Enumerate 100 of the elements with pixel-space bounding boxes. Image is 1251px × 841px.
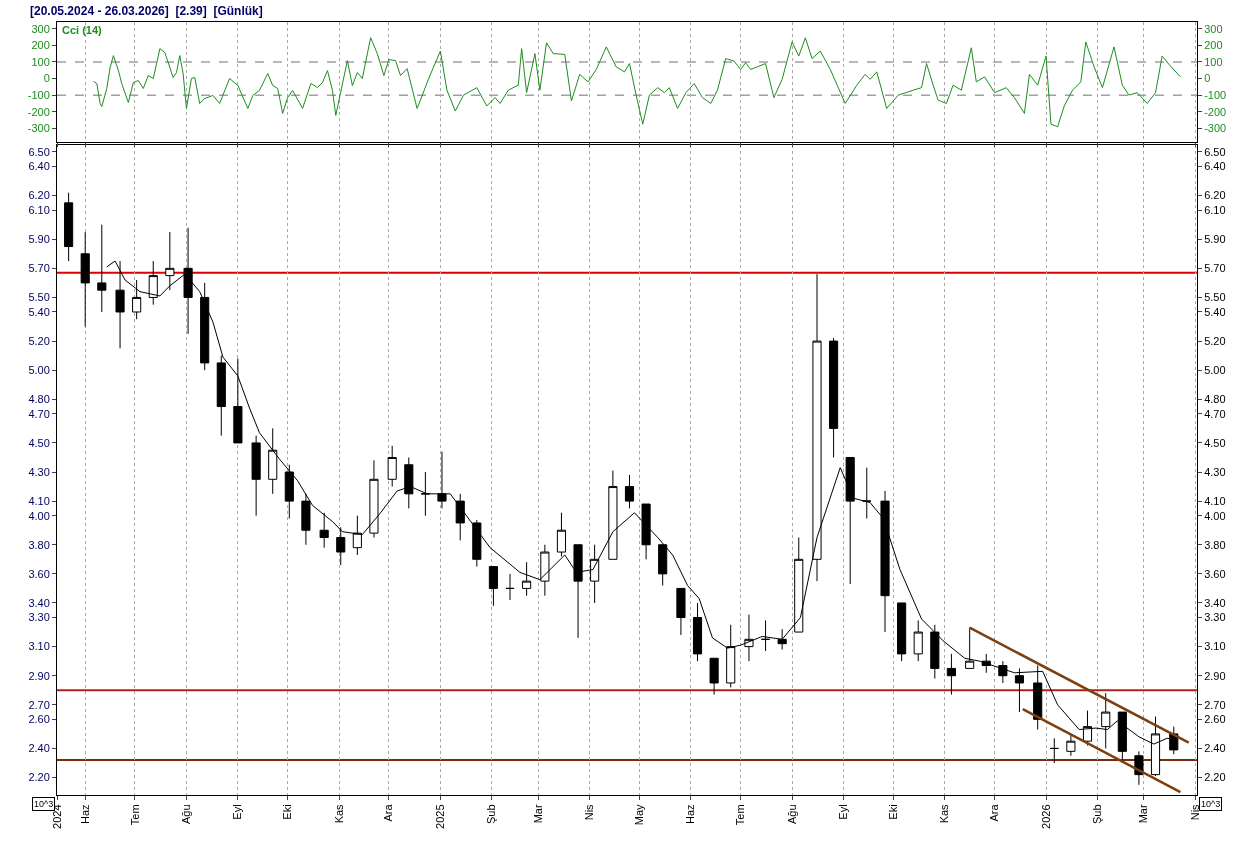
candlestick: [64, 192, 74, 262]
candlestick: [573, 544, 583, 639]
candlestick: [455, 493, 465, 541]
candlestick: [301, 493, 311, 546]
candlestick: [233, 358, 243, 444]
y2-tick-label: 3.60: [1204, 567, 1226, 580]
candlestick: [1014, 667, 1025, 713]
candlestick: [1049, 737, 1059, 764]
y-tick-label: 5.00: [28, 364, 50, 377]
y2-tick-label: 4.80: [1204, 393, 1226, 406]
x-tick-label: Şub: [485, 804, 498, 824]
y-tick-label: 6.10: [28, 204, 50, 216]
y2-tick-label: 3.40: [1204, 596, 1226, 609]
candlestick: [829, 337, 839, 458]
y-tick-label: 2.70: [28, 698, 50, 711]
y2-tick-label: -200: [1204, 105, 1227, 118]
y-tick-label: 6.20: [28, 189, 50, 202]
candlestick: [709, 657, 719, 696]
y2-tick-label: 6.40: [1204, 160, 1226, 173]
x-tick-label: Nis: [583, 803, 596, 821]
x-tick-label: Haz: [78, 804, 91, 824]
y-tick-label: 5.50: [28, 291, 50, 304]
y-tick-label: -200: [27, 105, 50, 118]
y2-tick-label: 4.00: [1204, 509, 1226, 522]
candlestick: [488, 566, 498, 607]
y-tick-label: 4.70: [28, 407, 50, 420]
x-tick-label: Kas: [332, 803, 345, 824]
candlestick: [897, 602, 907, 662]
x-tick-label: Şub: [1091, 804, 1104, 824]
candlestick: [268, 427, 278, 495]
x-tick-label: Ara: [382, 803, 395, 822]
x-tick-label: Tem: [734, 804, 747, 826]
candlestick: [946, 653, 956, 696]
x-tick-label: Eyl: [231, 804, 244, 820]
candlestick: [251, 435, 261, 517]
y-tick-label: 2.40: [28, 742, 50, 755]
y-tick-label: 3.40: [28, 596, 50, 609]
y2-tick-label: 3.80: [1204, 538, 1226, 551]
x-tick-label: Ara: [988, 803, 1001, 822]
y-tick-label: 3.60: [28, 567, 50, 580]
y2-tick-label: 2.70: [1204, 698, 1226, 711]
candlestick: [369, 459, 379, 538]
y-tick-label: 300: [31, 22, 50, 35]
text: 10^3: [1201, 799, 1221, 809]
y2-tick-label: 4.50: [1204, 436, 1226, 449]
y-tick-label: 6.40: [28, 160, 50, 173]
y2-tick-label: 4.10: [1204, 494, 1226, 507]
candlestick: [608, 470, 618, 560]
candlestick: [760, 619, 771, 652]
x-tick-label: 2026: [1039, 804, 1052, 829]
candlestick: [777, 628, 787, 651]
y-tick-label: 5.90: [28, 233, 50, 246]
y2-tick-label: -300: [1204, 122, 1227, 135]
text: Cci (14): [62, 24, 103, 36]
y2-tick-label: 2.40: [1204, 742, 1226, 755]
candlestick: [1033, 665, 1043, 731]
candlestick: [965, 627, 975, 669]
y2-tick-label: -100: [1204, 88, 1227, 101]
y2-tick-label: 300: [1204, 22, 1223, 35]
x-tick-label: Nis: [1188, 803, 1201, 821]
y-tick-label: -100: [27, 88, 50, 101]
y-tick-label: 0: [43, 72, 50, 85]
candlestick: [1066, 733, 1076, 757]
candlestick: [794, 536, 804, 633]
x-tick-label: Kas: [938, 803, 951, 824]
y-tick-label: 5.70: [28, 262, 50, 275]
y-tick-label: 3.80: [28, 538, 50, 551]
y-tick-label: 3.10: [28, 640, 50, 653]
y-tick-label: 2.60: [28, 713, 50, 726]
y-tick-label: 3.30: [28, 611, 50, 624]
candlestick: [540, 544, 550, 597]
y-tick-label: 100: [31, 55, 50, 68]
candlestick: [812, 273, 822, 582]
candlestick: [913, 619, 923, 662]
y2-tick-label: 6.10: [1204, 204, 1226, 216]
candlestick: [80, 231, 90, 328]
y2-tick-label: 100: [1204, 55, 1223, 68]
candlestick: [862, 467, 872, 520]
candlestick: [352, 515, 362, 556]
y2-tick-label: 0: [1204, 72, 1211, 85]
candlestick: [387, 445, 397, 488]
x-tick-label: Eki: [886, 804, 899, 820]
y2-tick-label: 3.30: [1204, 611, 1226, 624]
candlestick: [845, 456, 855, 585]
y2-tick-label: 2.20: [1204, 771, 1226, 784]
y-tick-label: 4.80: [28, 393, 50, 406]
y2-tick-label: 3.10: [1204, 640, 1226, 653]
candlestick: [132, 279, 142, 320]
x-tick-label: Haz: [684, 804, 697, 824]
candlestick: [200, 282, 210, 371]
x-tick-label: May: [633, 803, 646, 826]
y-tick-label: 5.20: [28, 334, 50, 347]
y-tick-label: 5.40: [28, 305, 50, 318]
y2-tick-label: 200: [1204, 39, 1223, 52]
x-tick-label: Ağu: [180, 804, 192, 824]
chart-title: [20.05.2024 - 26.03.2026] [2.39] [Günlük]: [30, 4, 263, 18]
text: 10^3: [34, 799, 54, 809]
candlestick: [472, 519, 482, 568]
candlestick: [319, 512, 329, 549]
candlestick: [590, 544, 600, 604]
